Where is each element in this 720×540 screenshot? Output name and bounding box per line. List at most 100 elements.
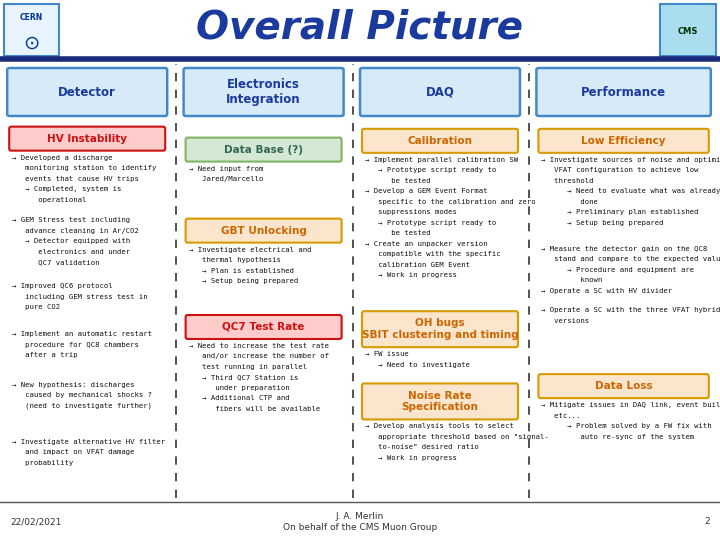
Text: → Develop analysis tools to select: → Develop analysis tools to select: [365, 423, 514, 429]
Text: VFAT configuration to achieve low: VFAT configuration to achieve low: [541, 167, 699, 173]
Text: → Work in progress: → Work in progress: [365, 455, 457, 461]
Text: → Improved QC6 protocol: → Improved QC6 protocol: [12, 283, 113, 289]
Text: J. A. Merlin
On behalf of the CMS Muon Group: J. A. Merlin On behalf of the CMS Muon G…: [283, 512, 437, 532]
Text: pure CO2: pure CO2: [12, 304, 60, 310]
Text: Electronics
Integration: Electronics Integration: [226, 78, 301, 106]
Text: → Developed a discharge: → Developed a discharge: [12, 154, 113, 161]
Text: (need to investigate further): (need to investigate further): [12, 403, 152, 409]
Text: probability: probability: [12, 460, 73, 465]
Text: specific to the calibration and zero: specific to the calibration and zero: [365, 199, 536, 205]
Text: etc...: etc...: [541, 413, 581, 418]
Text: QC7 Test Rate: QC7 Test Rate: [222, 322, 305, 332]
Text: fibers will be available: fibers will be available: [189, 406, 320, 412]
Text: monitoring station to identify: monitoring station to identify: [12, 165, 156, 171]
FancyBboxPatch shape: [186, 315, 341, 339]
FancyBboxPatch shape: [9, 127, 165, 151]
FancyBboxPatch shape: [184, 68, 343, 116]
Text: → Develop a GEM Event Format: → Develop a GEM Event Format: [365, 188, 487, 194]
FancyBboxPatch shape: [539, 129, 708, 153]
Text: → Measure the detector gain on the QC8: → Measure the detector gain on the QC8: [541, 246, 708, 252]
Text: → Work in progress: → Work in progress: [365, 272, 457, 278]
Text: → New hypothesis: discharges: → New hypothesis: discharges: [12, 382, 135, 388]
Text: electronics and under: electronics and under: [12, 249, 130, 255]
Text: Low Efficiency: Low Efficiency: [581, 136, 666, 146]
Text: GBT Unlocking: GBT Unlocking: [220, 226, 307, 235]
Text: Data Loss: Data Loss: [595, 381, 652, 391]
Text: → Need to investigate: → Need to investigate: [365, 362, 470, 368]
Text: Calibration: Calibration: [408, 136, 472, 146]
Text: → Implement an automatic restart: → Implement an automatic restart: [12, 332, 152, 338]
Text: → Procedure and equipment are: → Procedure and equipment are: [541, 267, 695, 273]
Text: → Setup being prepared: → Setup being prepared: [189, 278, 298, 284]
Text: operational: operational: [12, 197, 86, 202]
Text: → Need to evaluate what was already: → Need to evaluate what was already: [541, 188, 720, 194]
Text: Data Base (?): Data Base (?): [224, 145, 303, 154]
Text: events that cause HV trips: events that cause HV trips: [12, 176, 139, 181]
Text: QC7 validation: QC7 validation: [12, 260, 99, 266]
Text: known: known: [541, 278, 603, 284]
FancyBboxPatch shape: [4, 4, 59, 56]
Text: Performance: Performance: [581, 85, 666, 98]
Text: stand and compare to the expected values: stand and compare to the expected values: [541, 256, 720, 262]
Text: → Third QC7 Station is: → Third QC7 Station is: [189, 375, 298, 381]
Text: → Mitigate issues in DAQ link, event building: → Mitigate issues in DAQ link, event bui…: [541, 402, 720, 408]
FancyBboxPatch shape: [186, 138, 341, 161]
Text: versions: versions: [541, 318, 590, 324]
Text: → GEM Stress test including: → GEM Stress test including: [12, 218, 130, 224]
Text: 22/02/2021: 22/02/2021: [10, 517, 61, 526]
Text: procedure for QC8 chambers: procedure for QC8 chambers: [12, 342, 139, 348]
FancyBboxPatch shape: [362, 383, 518, 420]
Text: be tested: be tested: [365, 178, 431, 184]
Text: thermal hypothesis: thermal hypothesis: [189, 257, 281, 263]
Text: done: done: [541, 199, 598, 205]
Text: → Plan is established: → Plan is established: [189, 268, 294, 274]
Text: → Problem solved by a FW fix with: → Problem solved by a FW fix with: [541, 423, 712, 429]
Text: compatible with the specific: compatible with the specific: [365, 251, 500, 258]
Text: Overall Picture: Overall Picture: [197, 8, 523, 46]
Text: test running in parallel: test running in parallel: [189, 364, 307, 370]
Text: → Need input from: → Need input from: [189, 166, 263, 172]
Text: ⊙: ⊙: [23, 34, 39, 53]
Text: and/or increase the number of: and/or increase the number of: [189, 354, 328, 360]
FancyBboxPatch shape: [186, 219, 341, 242]
Text: auto re-sync of the system: auto re-sync of the system: [541, 434, 695, 440]
FancyBboxPatch shape: [7, 68, 167, 116]
Text: advance cleaning in Ar/CO2: advance cleaning in Ar/CO2: [12, 228, 139, 234]
Text: CMS: CMS: [678, 26, 698, 36]
Text: and impact on VFAT damage: and impact on VFAT damage: [12, 449, 135, 455]
Text: → Prototype script ready to: → Prototype script ready to: [365, 167, 496, 173]
Text: including GEM stress test in: including GEM stress test in: [12, 294, 148, 300]
Text: appropriate threshold based on "signal-: appropriate threshold based on "signal-: [365, 434, 549, 440]
Text: calibration GEM Event: calibration GEM Event: [365, 262, 470, 268]
Text: → Investigate sources of noise and optimize: → Investigate sources of noise and optim…: [541, 157, 720, 163]
Text: → Investigate alternative HV filter: → Investigate alternative HV filter: [12, 438, 166, 444]
Text: → Setup being prepared: → Setup being prepared: [541, 220, 664, 226]
Text: → Create an unpacker version: → Create an unpacker version: [365, 241, 487, 247]
FancyBboxPatch shape: [539, 374, 708, 398]
Text: → Implement parallel calibration SW: → Implement parallel calibration SW: [365, 157, 518, 163]
Text: → Preliminary plan established: → Preliminary plan established: [541, 210, 699, 215]
Text: OH bugs
SBIT clustering and timing: OH bugs SBIT clustering and timing: [361, 319, 518, 340]
FancyBboxPatch shape: [360, 68, 520, 116]
Text: → Completed, system is: → Completed, system is: [12, 186, 122, 192]
Text: be tested: be tested: [365, 231, 431, 237]
FancyBboxPatch shape: [362, 311, 518, 347]
Text: Noise Rate
Specification: Noise Rate Specification: [402, 390, 478, 412]
Text: to-noise" desired ratio: to-noise" desired ratio: [365, 444, 479, 450]
Text: → Operate a SC with the three VFAT hybrid: → Operate a SC with the three VFAT hybri…: [541, 307, 720, 313]
Text: caused by mechanical shocks ?: caused by mechanical shocks ?: [12, 392, 152, 398]
Text: → Need to increase the test rate: → Need to increase the test rate: [189, 343, 328, 349]
Text: CERN: CERN: [19, 13, 42, 22]
Text: threshold: threshold: [541, 178, 594, 184]
FancyBboxPatch shape: [660, 4, 716, 56]
FancyBboxPatch shape: [536, 68, 711, 116]
Text: → Investigate electrical and: → Investigate electrical and: [189, 247, 311, 253]
Text: HV Instability: HV Instability: [48, 134, 127, 144]
Text: Jared/Marcello: Jared/Marcello: [189, 176, 263, 182]
Text: Detector: Detector: [58, 85, 116, 98]
Text: 2: 2: [704, 517, 710, 526]
Text: → Operate a SC with HV divider: → Operate a SC with HV divider: [541, 288, 672, 294]
Text: → Detector equipped with: → Detector equipped with: [12, 239, 130, 245]
Text: → Prototype script ready to: → Prototype script ready to: [365, 220, 496, 226]
Text: → Additional CTP and: → Additional CTP and: [189, 395, 289, 401]
